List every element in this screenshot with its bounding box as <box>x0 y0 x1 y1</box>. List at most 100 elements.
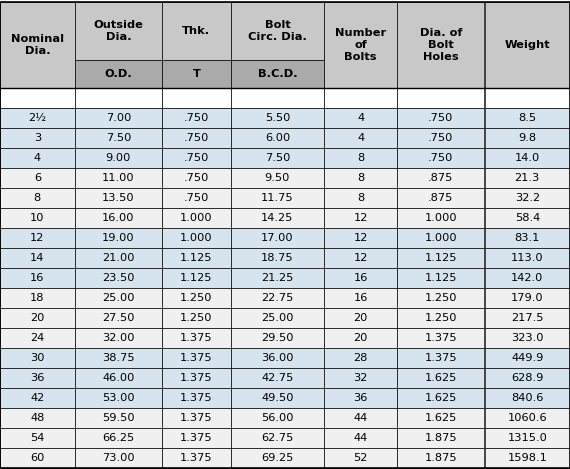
Text: 9.50: 9.50 <box>264 173 290 183</box>
Bar <box>397 428 484 448</box>
Bar <box>484 468 570 469</box>
Text: 32.00: 32.00 <box>102 333 135 343</box>
Text: 21.25: 21.25 <box>261 273 294 283</box>
Bar <box>0 368 75 388</box>
Bar <box>230 348 324 368</box>
Text: Outside
Dia.: Outside Dia. <box>93 20 144 42</box>
Text: 58.4: 58.4 <box>515 213 540 223</box>
Text: 22.75: 22.75 <box>261 293 294 303</box>
Bar <box>324 408 397 428</box>
Text: 1.125: 1.125 <box>425 273 457 283</box>
Bar <box>324 268 397 288</box>
Text: 6.00: 6.00 <box>265 133 290 143</box>
Text: 1.125: 1.125 <box>425 253 457 263</box>
Bar <box>230 368 324 388</box>
Text: 46.00: 46.00 <box>102 373 135 383</box>
Bar <box>397 348 484 368</box>
Bar <box>397 88 484 108</box>
Bar <box>484 128 570 148</box>
Bar <box>324 128 397 148</box>
Bar <box>397 268 484 288</box>
Bar <box>324 188 397 208</box>
Bar <box>397 468 484 469</box>
Text: 1.375: 1.375 <box>180 373 213 383</box>
Text: 44: 44 <box>353 433 368 443</box>
Text: 7.50: 7.50 <box>264 153 290 163</box>
Bar <box>75 368 162 388</box>
Text: 16: 16 <box>353 293 368 303</box>
Text: 28: 28 <box>353 353 368 363</box>
Bar <box>75 388 162 408</box>
Bar <box>75 408 162 428</box>
Bar <box>75 148 162 168</box>
Bar <box>75 128 162 148</box>
Bar <box>162 2 230 60</box>
Bar <box>230 388 324 408</box>
Text: 10: 10 <box>30 213 44 223</box>
Text: 3: 3 <box>34 133 41 143</box>
Bar <box>484 168 570 188</box>
Text: 1.375: 1.375 <box>180 413 213 423</box>
Text: 840.6: 840.6 <box>511 393 543 403</box>
Bar <box>75 188 162 208</box>
Bar <box>230 268 324 288</box>
Bar <box>0 168 75 188</box>
Bar <box>0 408 75 428</box>
Bar <box>324 368 397 388</box>
Bar <box>162 268 230 288</box>
Text: 14.25: 14.25 <box>261 213 294 223</box>
Bar <box>162 468 230 469</box>
Bar <box>484 408 570 428</box>
Text: .750: .750 <box>184 153 209 163</box>
Bar <box>0 348 75 368</box>
Text: 1.250: 1.250 <box>180 313 213 323</box>
Bar <box>162 408 230 428</box>
Bar <box>324 288 397 308</box>
Text: 1.250: 1.250 <box>425 313 457 323</box>
Text: 1.375: 1.375 <box>425 333 457 343</box>
Text: 8: 8 <box>357 193 364 203</box>
Text: 16: 16 <box>30 273 44 283</box>
Text: 1.625: 1.625 <box>425 393 457 403</box>
Text: 21.00: 21.00 <box>102 253 135 263</box>
Text: 1.000: 1.000 <box>180 233 213 243</box>
Text: Nominal
Dia.: Nominal Dia. <box>11 34 64 56</box>
Text: 1.875: 1.875 <box>425 453 457 463</box>
Text: 12: 12 <box>30 233 44 243</box>
Bar <box>484 388 570 408</box>
Bar <box>397 128 484 148</box>
Bar <box>75 88 162 108</box>
Bar <box>230 288 324 308</box>
Bar <box>324 448 397 468</box>
Bar <box>230 328 324 348</box>
Text: 73.00: 73.00 <box>102 453 135 463</box>
Bar <box>397 228 484 248</box>
Bar <box>484 148 570 168</box>
Bar <box>324 428 397 448</box>
Text: O.D.: O.D. <box>104 69 132 79</box>
Bar <box>75 208 162 228</box>
Bar <box>230 448 324 468</box>
Bar <box>75 60 162 88</box>
Text: 83.1: 83.1 <box>515 233 540 243</box>
Text: .750: .750 <box>184 193 209 203</box>
Bar <box>230 168 324 188</box>
Bar <box>397 248 484 268</box>
Text: 14.0: 14.0 <box>515 153 540 163</box>
Text: T: T <box>193 69 200 79</box>
Bar <box>75 168 162 188</box>
Text: Number
of
Bolts: Number of Bolts <box>335 28 386 62</box>
Text: 19.00: 19.00 <box>102 233 135 243</box>
Text: 14: 14 <box>30 253 44 263</box>
Text: 1.250: 1.250 <box>425 293 457 303</box>
Bar <box>162 368 230 388</box>
Bar <box>75 448 162 468</box>
Bar <box>162 288 230 308</box>
Text: 16: 16 <box>353 273 368 283</box>
Text: 4: 4 <box>357 113 364 123</box>
Bar <box>230 408 324 428</box>
Text: .750: .750 <box>428 133 454 143</box>
Bar <box>324 168 397 188</box>
Text: .750: .750 <box>428 153 454 163</box>
Text: 60: 60 <box>30 453 44 463</box>
